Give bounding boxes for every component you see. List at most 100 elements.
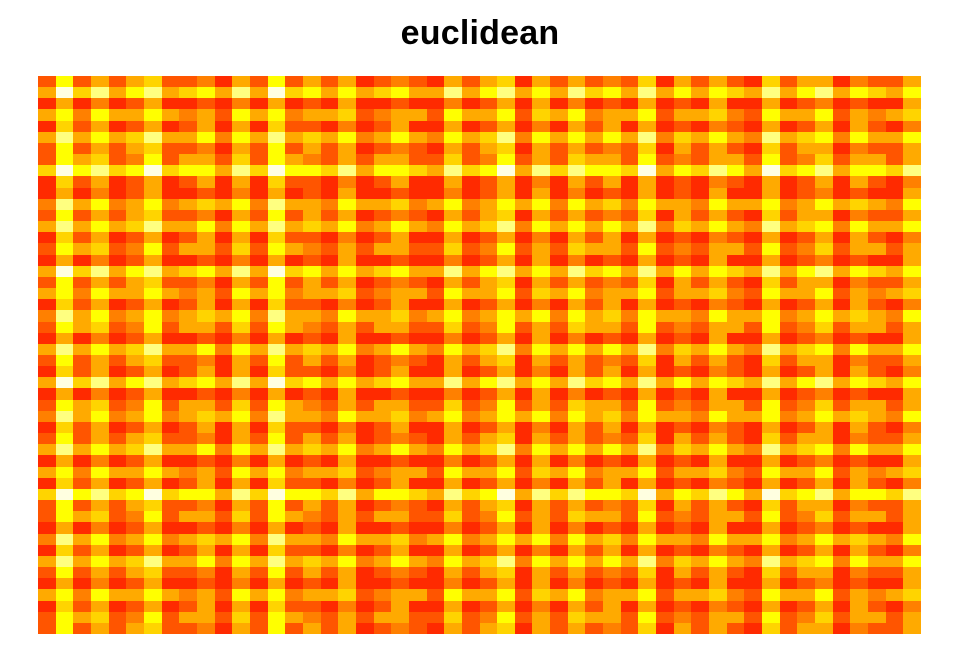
heatmap-cell: [532, 277, 550, 288]
heatmap-cell: [303, 266, 321, 277]
heatmap-cell: [56, 455, 73, 467]
heatmap-cell: [56, 232, 73, 243]
heatmap-cell: [550, 623, 568, 634]
heatmap-cell: [797, 578, 815, 589]
heatmap-cell: [886, 433, 903, 444]
heatmap-cell: [886, 322, 903, 333]
heatmap-cell: [780, 601, 797, 612]
heatmap-cell: [179, 121, 197, 132]
heatmap-cell: [321, 232, 338, 243]
heatmap-cell: [303, 366, 321, 377]
heatmap-cell: [215, 411, 232, 422]
heatmap-cell: [532, 567, 550, 578]
heatmap-cell: [638, 76, 656, 87]
heatmap-cell: [38, 522, 56, 534]
heatmap-cell: [868, 277, 886, 288]
heatmap-cell: [691, 277, 709, 288]
heatmap-cell: [38, 556, 56, 567]
heatmap-cell: [850, 511, 868, 522]
heatmap-cell: [727, 143, 744, 154]
heatmap-cell: [815, 232, 833, 243]
heatmap-cell: [744, 243, 762, 255]
heatmap-cell: [56, 176, 73, 188]
heatmap-cell: [56, 556, 73, 567]
heatmap-cell: [356, 500, 374, 511]
heatmap-cell: [303, 556, 321, 567]
heatmap-cell: [833, 433, 850, 444]
heatmap-cell: [215, 121, 232, 132]
heatmap-cell: [480, 165, 497, 176]
heatmap-cell: [815, 578, 833, 589]
heatmap-cell: [585, 567, 603, 578]
heatmap-cell: [691, 411, 709, 422]
heatmap-cell: [391, 400, 409, 411]
heatmap-cell: [480, 355, 497, 366]
heatmap-cell: [232, 612, 250, 623]
heatmap-cell: [250, 467, 268, 478]
heatmap-cell: [73, 299, 91, 310]
heatmap-cell: [462, 601, 480, 612]
heatmap-cell: [409, 433, 427, 444]
heatmap-cell: [250, 299, 268, 310]
heatmap-cell: [903, 232, 921, 243]
heatmap-cell: [144, 277, 162, 288]
heatmap-cell: [321, 522, 338, 534]
heatmap-cell: [73, 589, 91, 601]
heatmap-cell: [515, 612, 532, 623]
heatmap-cell: [515, 366, 532, 377]
heatmap-cell: [797, 601, 815, 612]
heatmap-cell: [691, 188, 709, 199]
heatmap-cell: [709, 310, 727, 322]
heatmap-cell: [621, 109, 638, 121]
heatmap-cell: [780, 377, 797, 388]
heatmap-cell: [744, 176, 762, 188]
heatmap-cell: [73, 545, 91, 556]
heatmap-cell: [391, 109, 409, 121]
heatmap-cell: [886, 377, 903, 388]
heatmap-cell: [444, 388, 462, 400]
heatmap-cell: [197, 500, 215, 511]
heatmap-cell: [656, 355, 674, 366]
heatmap-cell: [585, 221, 603, 232]
heatmap-cell: [126, 400, 144, 411]
heatmap-cell: [744, 121, 762, 132]
heatmap-cell: [321, 288, 338, 299]
heatmap-cell: [585, 143, 603, 154]
heatmap-cell: [497, 243, 515, 255]
heatmap-cell: [744, 388, 762, 400]
heatmap-cell: [744, 221, 762, 232]
heatmap-cell: [91, 121, 109, 132]
heatmap-cell: [621, 333, 638, 344]
heatmap-cell: [250, 500, 268, 511]
heatmap-cell: [903, 500, 921, 511]
heatmap-cell: [797, 266, 815, 277]
heatmap-cell: [338, 377, 356, 388]
heatmap-cell: [391, 489, 409, 500]
heatmap-cell: [427, 467, 444, 478]
heatmap-cell: [532, 188, 550, 199]
heatmap-cell: [427, 288, 444, 299]
heatmap-cell: [73, 221, 91, 232]
heatmap-cell: [833, 467, 850, 478]
heatmap-cell: [550, 143, 568, 154]
heatmap-cell: [356, 288, 374, 299]
heatmap-cell: [621, 288, 638, 299]
heatmap-cell: [126, 522, 144, 534]
heatmap-cell: [356, 109, 374, 121]
heatmap-cell: [462, 556, 480, 567]
heatmap-cell: [179, 165, 197, 176]
heatmap-cell: [621, 143, 638, 154]
heatmap-cell: [550, 467, 568, 478]
heatmap-cell: [215, 98, 232, 109]
heatmap-cell: [532, 243, 550, 255]
heatmap-cell: [215, 500, 232, 511]
heatmap-cell: [38, 322, 56, 333]
heatmap-cell: [762, 623, 780, 634]
heatmap-cell: [144, 489, 162, 500]
heatmap-cell: [638, 98, 656, 109]
heatmap-cell: [38, 299, 56, 310]
heatmap-cell: [550, 188, 568, 199]
heatmap-cell: [303, 511, 321, 522]
heatmap-cell: [656, 188, 674, 199]
heatmap-cell: [868, 132, 886, 143]
